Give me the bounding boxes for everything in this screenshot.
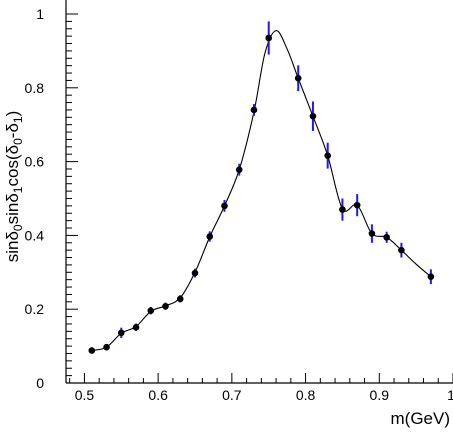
x-axis-title: m(GeV)	[391, 409, 451, 428]
x-tick-label: 0.7	[222, 387, 242, 403]
data-point	[265, 34, 273, 42]
data-point	[132, 323, 140, 331]
data-point	[176, 295, 184, 303]
y-title-subscript: 0	[11, 224, 25, 231]
y-title-part: sin	[3, 241, 22, 263]
y-tick-label: 0.4	[25, 227, 45, 243]
data-point	[427, 273, 435, 281]
data-point	[235, 166, 243, 174]
data-point	[147, 307, 155, 314]
data-point	[250, 106, 258, 114]
data-point	[324, 152, 331, 159]
x-tick-label: 1	[447, 387, 453, 403]
y-axis-title: sinδ0sinδ1cos(δ0-δ1)	[3, 111, 25, 263]
data-point	[339, 206, 346, 213]
data-point	[88, 347, 96, 354]
data-point	[103, 343, 110, 351]
axes	[65, 0, 453, 384]
x-tick-label: 0.6	[148, 387, 168, 403]
data-point	[398, 246, 405, 254]
y-title-subscript: 1	[11, 186, 25, 193]
plot-area	[88, 21, 435, 354]
y-tick-label: 0	[36, 375, 44, 391]
data-point	[368, 230, 376, 237]
data-point	[221, 202, 228, 210]
y-tick-label: 0.6	[25, 154, 45, 170]
data-point	[191, 269, 199, 277]
y-title-part: δ	[3, 145, 22, 154]
y-tick-label: 0.8	[25, 80, 45, 96]
data-point	[206, 233, 214, 240]
data-point	[294, 74, 302, 82]
data-point	[353, 201, 361, 209]
data-point	[383, 233, 390, 241]
y-title-part: -	[3, 133, 22, 139]
y-tick-label: 0.2	[25, 301, 45, 317]
y-title-part: sin	[3, 203, 22, 225]
y-title-subscript: 0	[11, 138, 25, 145]
y-title-part: δ	[3, 193, 22, 202]
x-tick-label: 0.9	[370, 387, 390, 403]
y-tick-label: 1	[36, 6, 44, 22]
y-title-part: δ	[3, 123, 22, 132]
x-tick-label: 0.5	[75, 387, 95, 403]
x-tick-label: 0.8	[296, 387, 316, 403]
y-title-subscript: 1	[11, 116, 25, 123]
ticks: 0.5 0.6 0.7 0.8 0.9 1 0 0.2 0.4 0.6 0.8 1	[25, 6, 453, 403]
data-point	[162, 302, 169, 310]
y-title-part: )	[3, 111, 22, 117]
data-point	[309, 112, 317, 120]
data-point	[117, 329, 125, 337]
fit-curve	[91, 30, 432, 352]
y-title-part: cos(	[3, 154, 22, 186]
y-title-part: δ	[3, 231, 22, 240]
